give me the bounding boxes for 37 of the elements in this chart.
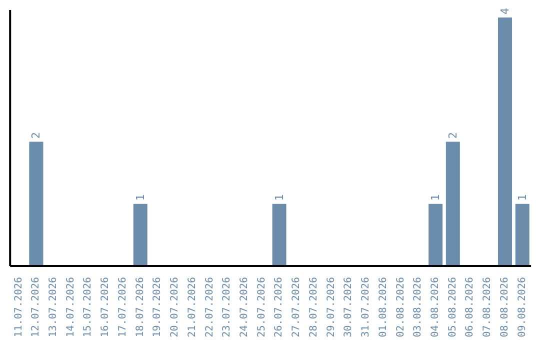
- x-tick-label: 25.07.2026: [256, 277, 268, 338]
- x-tick-label: 20.07.2026: [170, 277, 181, 338]
- x-tick-label: 24.07.2026: [239, 277, 250, 338]
- x-tick-label: 19.07.2026: [152, 277, 164, 338]
- x-tick-label: 01.08.2026: [378, 277, 389, 338]
- x-tick-label: 16.07.2026: [100, 277, 112, 338]
- x-tick-label: 12.07.2026: [30, 277, 42, 338]
- x-tick-label: 17.07.2026: [117, 277, 128, 338]
- x-tick-label: 06.08.2026: [464, 277, 476, 338]
- data-label: 1: [272, 194, 286, 201]
- x-tick-label: 05.08.2026: [447, 277, 458, 338]
- x-tick-label: 30.07.2026: [343, 277, 354, 338]
- x-tick-label: 04.08.2026: [430, 277, 441, 338]
- data-label: 1: [516, 194, 529, 201]
- data-label: 1: [429, 194, 442, 201]
- x-tick-label: 27.07.2026: [291, 277, 302, 338]
- x-tick-label: 21.07.2026: [186, 277, 198, 338]
- x-tick-label: 31.07.2026: [360, 277, 372, 338]
- x-tick-label: 13.07.2026: [48, 277, 60, 338]
- x-tick-label: 14.07.2026: [65, 277, 76, 338]
- x-tick-label: 09.08.2026: [516, 277, 528, 338]
- x-tick-label: 28.07.2026: [308, 277, 320, 338]
- x-tick-label: 02.08.2026: [395, 277, 406, 338]
- x-tick-label: 15.07.2026: [82, 277, 94, 338]
- x-tick-label: 23.07.2026: [222, 277, 233, 338]
- x-tick-label: 18.07.2026: [134, 277, 146, 338]
- x-tick-label: 22.07.2026: [204, 277, 216, 338]
- x-tick-label: 26.07.2026: [274, 277, 285, 338]
- x-tick-label: 11.07.2026: [13, 277, 24, 338]
- x-tick-label: 08.08.2026: [499, 277, 510, 338]
- x-tick-label: 29.07.2026: [326, 277, 337, 338]
- x-tick-label: 03.08.2026: [412, 277, 424, 338]
- x-tick-label: 07.08.2026: [482, 277, 494, 338]
- data-label: 2: [446, 132, 460, 139]
- data-label: 4: [498, 7, 512, 14]
- data-label: 1: [134, 194, 147, 201]
- data-label: 2: [30, 132, 43, 139]
